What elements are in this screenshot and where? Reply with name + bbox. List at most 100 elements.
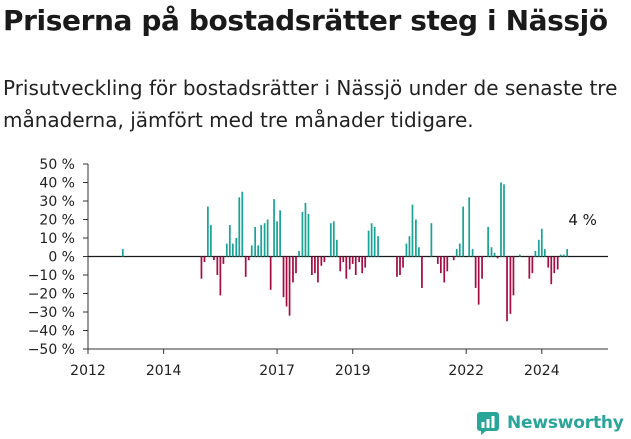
bar <box>213 256 215 261</box>
bar <box>411 204 414 257</box>
bar <box>210 225 212 257</box>
bar <box>436 256 439 264</box>
last-value-annotation: 4 % <box>568 211 597 229</box>
x-tick-label: 2012 <box>70 363 106 379</box>
brand-logo: Newsworthy <box>476 410 624 436</box>
bar <box>399 256 401 275</box>
bar <box>307 213 310 257</box>
bar <box>241 191 244 257</box>
bar <box>493 252 496 257</box>
bar <box>370 223 373 257</box>
bar <box>257 245 260 257</box>
bar <box>288 256 291 316</box>
bar <box>250 245 253 257</box>
bar <box>304 202 307 257</box>
bar <box>203 256 206 263</box>
bar <box>477 256 480 305</box>
bar <box>540 228 543 257</box>
bar <box>225 243 228 257</box>
bar <box>332 221 335 257</box>
bar <box>534 250 537 257</box>
bar <box>547 256 550 268</box>
bar <box>446 256 449 272</box>
bar <box>550 256 553 285</box>
bar <box>216 256 219 275</box>
bar <box>269 256 272 290</box>
bar <box>462 206 465 257</box>
bar <box>260 225 263 257</box>
bar <box>348 256 351 270</box>
bar <box>543 249 546 257</box>
bar <box>531 256 534 274</box>
bar <box>335 239 338 257</box>
bar <box>373 226 376 257</box>
chart-subtitle: Prisutveckling för bostadsrätter i Nässj… <box>3 76 618 132</box>
bar <box>430 223 433 257</box>
bar <box>263 223 266 257</box>
bar <box>500 182 502 257</box>
bar <box>311 256 313 275</box>
bar <box>351 256 354 264</box>
bar <box>443 256 446 283</box>
x-tick-label: 2019 <box>335 363 371 379</box>
bar <box>408 236 411 257</box>
bar <box>219 256 222 296</box>
brand-name: Newsworthy <box>507 413 624 433</box>
bar <box>329 223 332 257</box>
bar <box>317 256 319 283</box>
newsworthy-logo-icon <box>477 412 499 435</box>
y-tick-label: −40 % <box>28 324 75 340</box>
bar <box>282 256 285 298</box>
bar <box>323 256 326 263</box>
bar <box>468 197 471 257</box>
y-tick-label: −30 % <box>28 305 75 321</box>
y-tick-label: 0 % <box>48 250 75 266</box>
bar <box>396 256 398 277</box>
bar <box>298 250 300 257</box>
y-tick-label: 20 % <box>39 213 75 229</box>
bar <box>506 256 508 322</box>
bar <box>553 256 556 274</box>
bar <box>295 256 297 274</box>
bar <box>247 256 250 261</box>
bar <box>273 199 275 257</box>
bar <box>556 256 559 270</box>
bar <box>418 247 420 257</box>
y-tick-label: −50 % <box>28 342 75 358</box>
bar <box>222 256 225 264</box>
bar <box>566 249 569 257</box>
bar <box>528 256 531 279</box>
bar <box>276 221 278 257</box>
bar <box>354 256 357 275</box>
bar <box>358 256 361 263</box>
bar <box>481 256 483 279</box>
bar <box>496 256 499 259</box>
bar <box>314 256 316 274</box>
y-tick-label: 10 % <box>39 231 75 247</box>
bar <box>207 206 209 257</box>
bar <box>292 256 294 283</box>
bar <box>415 219 417 257</box>
bar <box>367 230 370 257</box>
y-tick-label: −10 % <box>28 268 75 284</box>
x-tick-label: 2014 <box>146 363 182 379</box>
bar <box>512 256 515 296</box>
x-tick-label: 2024 <box>524 363 560 379</box>
y-tick-label: 40 % <box>39 176 75 192</box>
bar <box>361 256 364 274</box>
bar <box>279 210 281 257</box>
y-tick-label: −20 % <box>28 287 75 303</box>
bar <box>342 256 345 263</box>
bar <box>238 197 241 257</box>
bar <box>228 225 231 257</box>
bar <box>320 256 323 266</box>
bar <box>254 226 257 257</box>
bar <box>231 243 234 257</box>
bar <box>266 219 269 257</box>
bar <box>421 256 423 288</box>
bar <box>121 249 124 257</box>
bar <box>301 212 304 257</box>
bar <box>503 184 505 257</box>
bar <box>439 256 442 274</box>
